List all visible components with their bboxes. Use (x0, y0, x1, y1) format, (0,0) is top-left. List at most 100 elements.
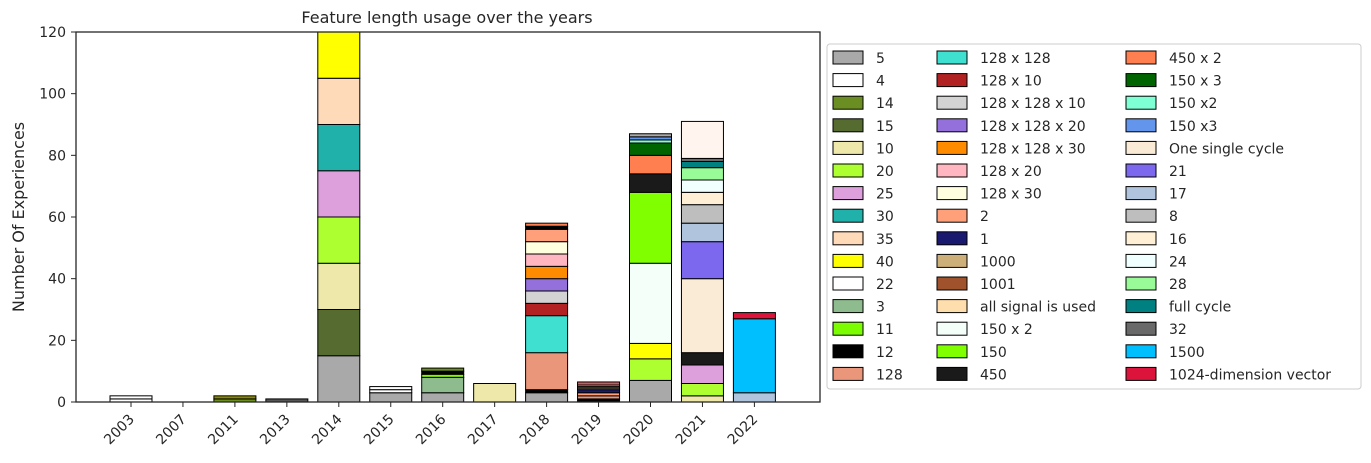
legend-swatch (936, 366, 968, 381)
legend-item: 450 x 2 (1125, 50, 1222, 67)
legend-swatch (832, 186, 864, 201)
legend-item: 150 x3 (1125, 118, 1217, 135)
x-tick-label: 2007 (153, 412, 190, 449)
legend-swatch (832, 95, 864, 110)
legend-swatch (832, 253, 864, 268)
y-axis: 0 20 40 60 80 100 120 (39, 25, 76, 411)
legend-swatch (832, 299, 864, 314)
legend-swatch (1125, 276, 1157, 291)
legend-item: 128 x 10 (936, 73, 1042, 90)
legend-label: 150 x 3 (1169, 74, 1222, 90)
legend-swatch (936, 140, 968, 155)
legend-item: 3 (832, 299, 885, 316)
legend-item: 10 (832, 140, 894, 157)
legend-swatch (936, 208, 968, 223)
x-tick-label: 2021 (673, 412, 710, 449)
legend-label: 1024-dimension vector (1169, 367, 1331, 383)
legend-label: 3 (876, 300, 885, 316)
legend-item: 28 (1125, 276, 1187, 293)
bar-segment-series-16-2018 (525, 302, 569, 317)
legend-item: 128 x 128 (936, 50, 1051, 67)
bar-segment-series-4-2017 (473, 383, 517, 403)
bar-segment-series-36-2022 (732, 392, 776, 403)
legend-swatch (936, 186, 968, 201)
legend-swatch (1125, 50, 1157, 65)
legend-label: 450 x 2 (1169, 51, 1222, 67)
bar-segment-series-29-2020 (629, 173, 672, 193)
legend-label: 40 (876, 254, 894, 270)
legend-item: 24 (1125, 253, 1187, 270)
x-axis: 2003 2007 2011 2013 2014 2015 2016 2017 2018 2019… (101, 402, 761, 448)
bar-segment-extra-8-2021 (680, 120, 724, 159)
y-tick-label: 120 (39, 25, 66, 41)
y-tick-label: 40 (48, 272, 66, 288)
legend-label: 128 x 20 (980, 164, 1042, 180)
legend-swatch (936, 73, 968, 88)
y-tick-label: 100 (39, 87, 66, 103)
x-tick-label: 2014 (309, 411, 346, 448)
legend-label: 4 (876, 74, 885, 90)
legend-item: 150 x 3 (1125, 73, 1222, 90)
legend-label: 25 (876, 187, 894, 203)
legend-item: 12 (832, 344, 894, 361)
bar-segment-extra-0-2003 (109, 395, 153, 400)
bar-segment-series-0-2018 (525, 392, 569, 403)
legend-item: 20 (832, 163, 894, 180)
bar-segment-series-22-2018 (525, 228, 569, 243)
legend-item: 35 (832, 231, 894, 248)
bars-layer (109, 31, 776, 403)
bar-segment-extra-6-2019 (577, 381, 621, 386)
legend-swatch (936, 276, 968, 291)
bar-segment-series-5-2014 (317, 216, 361, 264)
legend-item: 128 x 20 (936, 163, 1042, 180)
legend-label: 150 x2 (1169, 96, 1217, 112)
legend-swatch (1125, 366, 1157, 381)
legend-item: 32 (1125, 321, 1187, 338)
legend-item: 40 (832, 253, 894, 270)
legend-item: 2 (936, 208, 989, 225)
legend-swatch (832, 344, 864, 359)
bar-segment-series-40-2021 (680, 167, 724, 181)
legend-label: 28 (1169, 277, 1187, 293)
legend-item: 1000 (936, 253, 1016, 270)
legend-item: 22 (832, 276, 894, 293)
y-tick-label: 80 (48, 148, 66, 164)
legend-label: 5 (876, 51, 885, 67)
legend-swatch (832, 118, 864, 133)
legend-label: 20 (876, 164, 894, 180)
legend-label: 1500 (1169, 345, 1205, 361)
legend-label: 128 x 128 (980, 51, 1051, 67)
legend-swatch (832, 73, 864, 88)
bar-segment-series-35-2021 (680, 241, 724, 280)
legend-label: One single cycle (1169, 141, 1284, 157)
legend-item: 150 x2 (1125, 95, 1217, 112)
legend-item: 1024-dimension vector (1125, 366, 1331, 383)
legend-label: 12 (876, 345, 894, 361)
legend-swatch (1125, 208, 1157, 223)
x-tick-label: 2019 (569, 412, 606, 449)
legend-label: 150 (980, 345, 1007, 361)
legend-swatch (1125, 163, 1157, 178)
legend-swatch (1125, 95, 1157, 110)
legend-item: 17 (1125, 186, 1187, 203)
legend-label: 1001 (980, 277, 1016, 293)
bar-segment-series-28-2020 (629, 191, 672, 264)
bar-segment-series-15-2018 (525, 315, 569, 354)
legend-swatch (832, 163, 864, 178)
bar-segment-series-29-2021 (680, 352, 724, 366)
y-tick-label: 60 (48, 210, 66, 226)
bar-segment-series-8-2014 (317, 77, 361, 125)
legend-swatch (1125, 73, 1157, 88)
legend-swatch (832, 140, 864, 155)
bar-segment-series-6-2021 (680, 364, 724, 384)
legend-swatch (1125, 140, 1157, 155)
bar-segment-series-3-2014 (317, 309, 361, 357)
legend-swatch (832, 276, 864, 291)
legend-swatch (936, 231, 968, 246)
legend-swatch (1125, 186, 1157, 201)
legend-label: 128 x 128 x 10 (980, 96, 1086, 112)
legend-item: 1 (936, 231, 989, 248)
legend-swatch (936, 95, 968, 110)
